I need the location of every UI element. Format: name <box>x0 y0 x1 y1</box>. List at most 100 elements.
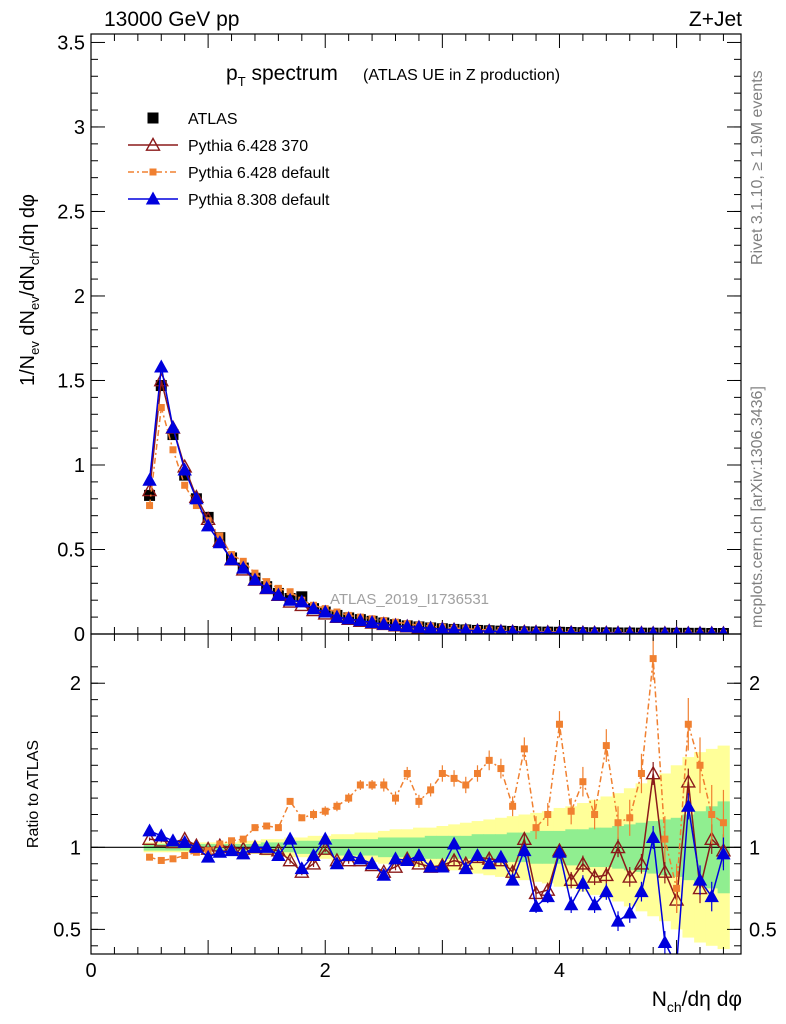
rivet-label: Rivet 3.1.10, ≥ 1.9M events <box>749 70 766 265</box>
ratio-point <box>567 807 575 815</box>
series-pythia-8-308-default <box>142 359 728 634</box>
ratio-point <box>649 655 657 663</box>
process-label: Z+Jet <box>689 8 742 31</box>
ratio-point <box>154 828 169 842</box>
ratio-point <box>141 831 158 846</box>
data-point <box>181 481 189 489</box>
ratio-plot-area <box>141 637 732 970</box>
ratio-point <box>298 814 306 822</box>
ratio-point <box>586 868 603 883</box>
ratio-point <box>341 848 356 862</box>
data-point <box>411 619 427 633</box>
ratio-point <box>470 848 485 862</box>
ratio-point <box>294 861 310 875</box>
data-point <box>435 621 450 634</box>
ratio-point <box>505 872 520 886</box>
ratio-point <box>671 959 683 970</box>
data-point <box>376 616 391 630</box>
data-point <box>141 482 158 497</box>
ratio-point <box>622 868 638 883</box>
ratio-point <box>626 814 634 822</box>
ratio-point <box>716 846 731 860</box>
main-title: pT spectrum <box>226 62 338 89</box>
ratio-point <box>657 935 673 949</box>
ratio-point <box>318 831 333 845</box>
data-point <box>353 613 368 627</box>
data-point <box>707 626 717 634</box>
ratio-point <box>263 822 271 830</box>
ratio-point <box>216 840 224 848</box>
data-point <box>341 611 356 625</box>
ratio-point <box>563 872 579 887</box>
ratio-point <box>224 843 239 857</box>
ratio-point <box>306 848 321 862</box>
main-series-group <box>141 359 729 634</box>
data-point <box>212 535 228 549</box>
x-tick-label: 0 <box>85 960 96 982</box>
ratio-point <box>493 849 509 863</box>
data-point <box>495 624 507 634</box>
ratio-point <box>575 875 591 889</box>
y-tick-label: 1.5 <box>57 370 85 392</box>
data-point <box>364 615 380 629</box>
legend-marker <box>145 191 161 205</box>
data-point <box>471 623 484 634</box>
ratio-series-group <box>141 637 732 970</box>
ratio-tick-label-right: 2 <box>749 673 760 695</box>
ratio-point <box>423 859 438 873</box>
ratio-point <box>364 856 380 870</box>
y-tick-label: 3 <box>74 117 85 139</box>
data-point <box>165 420 181 434</box>
data-point <box>224 552 239 566</box>
ratio-point <box>485 756 493 764</box>
ratio-point <box>661 835 669 843</box>
ratio-point <box>435 859 450 873</box>
ratio-point <box>321 807 329 815</box>
ratio-tick-label-left: 0.5 <box>53 919 81 941</box>
ratio-point <box>482 856 497 870</box>
ratio-y-axis: 0.5 0.5 1 1 2 2 <box>53 666 777 947</box>
data-point <box>259 580 274 594</box>
ratio-point <box>286 797 294 805</box>
ratio-point <box>310 811 318 819</box>
data-point <box>672 626 682 634</box>
data-point <box>625 625 635 634</box>
main-plot-area <box>141 359 729 634</box>
ratio-point <box>427 786 435 794</box>
data-point <box>154 359 169 373</box>
ratio-point <box>236 846 251 860</box>
data-point <box>719 626 728 634</box>
ratio-point <box>368 781 376 789</box>
ratio-frame <box>90 633 742 955</box>
ratio-point <box>212 844 228 858</box>
data-point <box>177 462 192 476</box>
ratio-point <box>528 898 544 912</box>
data-point <box>648 625 658 634</box>
data-point <box>423 620 438 634</box>
y-tick-label: 0 <box>74 624 85 646</box>
ratio-point <box>555 720 563 728</box>
x-label-sub: ch <box>667 999 682 1015</box>
ratio-point <box>411 848 427 862</box>
data-point <box>157 404 165 412</box>
y-tick-label: 2.5 <box>57 201 85 223</box>
data-point <box>483 623 495 634</box>
x-label-main: N <box>652 988 667 1011</box>
ratio-tick-label-left: 1 <box>70 837 81 859</box>
x-label-rest: /dη dφ <box>682 988 742 1011</box>
legend-label: Pythia 8.308 default <box>188 192 330 209</box>
ratio-point <box>696 761 704 769</box>
data-point <box>530 624 542 634</box>
legend-label: Pythia 6.428 default <box>188 165 330 182</box>
ratio-point <box>708 811 716 819</box>
main-y-label: 1/Nev dNev/dNch/dη dφ <box>17 194 42 386</box>
ratio-point <box>602 742 610 750</box>
ratio-point <box>392 794 400 802</box>
ratio-point <box>704 831 720 846</box>
ratio-point <box>415 797 423 805</box>
ratio-point <box>645 765 661 780</box>
y-tick-label: 3.5 <box>57 32 85 54</box>
data-point <box>388 618 403 632</box>
data-point <box>167 429 179 441</box>
